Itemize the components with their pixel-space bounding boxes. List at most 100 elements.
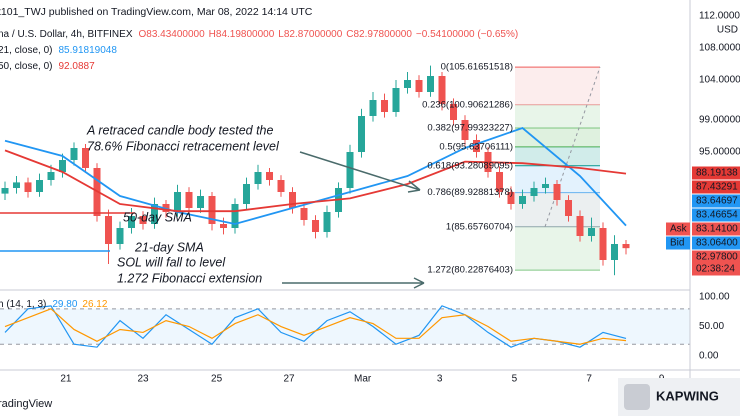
tag-label: Ask bbox=[670, 224, 688, 235]
badge: KAPWING bbox=[656, 388, 719, 403]
y-tick-label: 95.00000 bbox=[699, 147, 740, 158]
candle-body bbox=[139, 216, 147, 224]
fib-trend bbox=[544, 66, 601, 227]
plot bbox=[0, 65, 690, 348]
annotation: 1.272 Fibonacci extension bbox=[117, 271, 262, 285]
candle-body bbox=[105, 216, 113, 244]
candle-body bbox=[47, 172, 55, 180]
candle-body bbox=[507, 192, 515, 204]
candle-body bbox=[450, 104, 458, 120]
candle-body bbox=[151, 204, 159, 224]
price-tag-bg bbox=[692, 208, 740, 222]
candle-body bbox=[519, 196, 527, 204]
y-tick-label: 0.00 bbox=[699, 351, 719, 362]
x-tick-label: 27 bbox=[283, 374, 295, 385]
y-tick-label: 99.00000 bbox=[699, 115, 740, 126]
x-tick-label: 3 bbox=[437, 374, 443, 385]
candle-body bbox=[346, 152, 354, 188]
arrow bbox=[299, 151, 421, 193]
price-tag: 83.64697 bbox=[696, 196, 738, 207]
candle-body bbox=[404, 80, 412, 88]
x-tick-label: 25 bbox=[211, 374, 223, 385]
annotation: 50-day SMA bbox=[123, 210, 192, 224]
ohlc: C82.97800000 bbox=[346, 29, 412, 40]
fib-band bbox=[515, 226, 600, 271]
price-tag: 02:38:24 bbox=[696, 264, 735, 275]
price-tag-bg bbox=[692, 262, 740, 276]
price-tag: 82.97800 bbox=[696, 252, 738, 263]
tag-bg bbox=[666, 222, 690, 236]
y-tick-label: 100.00 bbox=[699, 292, 730, 303]
x-tick-label: 5 bbox=[512, 374, 518, 385]
unit-label: USD bbox=[717, 25, 738, 36]
candle-body bbox=[611, 244, 619, 260]
candle-body bbox=[59, 160, 67, 172]
candle-body bbox=[427, 76, 435, 92]
fib-label: 1.272(80.22876403) bbox=[427, 265, 513, 276]
candle-body bbox=[588, 228, 596, 236]
candle-body bbox=[13, 182, 21, 188]
fib-label: 0(105.61651518) bbox=[441, 62, 513, 73]
ohlc: H84.19800000 bbox=[209, 29, 275, 40]
y-tick-label: 104.00000 bbox=[699, 75, 740, 86]
ma-name: 21, close, 0) bbox=[0, 45, 52, 56]
fib-label: 0.618(93.28089095) bbox=[427, 160, 513, 171]
symbol: na / U.S. Dollar, 4h, BITFINEX bbox=[0, 29, 133, 40]
price-tag-bg bbox=[692, 222, 740, 236]
candle-body bbox=[381, 100, 389, 112]
candle-body bbox=[438, 76, 446, 104]
ma-name: 50, close, 0) bbox=[0, 61, 52, 72]
ma-legend: 21, close, 0) 85.91819048 bbox=[0, 45, 117, 56]
price-tag: 87.43291 bbox=[696, 182, 738, 193]
x-tick-label: Mar bbox=[354, 374, 372, 385]
candle-body bbox=[231, 204, 239, 228]
annotation: A retraced candle body tested the bbox=[86, 123, 274, 137]
candle-body bbox=[243, 184, 251, 204]
price-tag: 83.14100 bbox=[696, 224, 738, 235]
ohlc: −0.54100000 (−0.65%) bbox=[416, 29, 518, 40]
tag-bg bbox=[666, 236, 690, 250]
x-tick-label: 23 bbox=[137, 374, 149, 385]
candle-body bbox=[300, 208, 308, 220]
arrow bbox=[282, 277, 425, 289]
candle-body bbox=[220, 224, 228, 228]
candle-body bbox=[24, 182, 32, 192]
candle-body bbox=[553, 184, 561, 200]
y-tick-label: 112.00000 bbox=[699, 11, 740, 22]
candle-body bbox=[496, 172, 504, 192]
price-tag-bg bbox=[692, 194, 740, 208]
stoch-name: h (14, 1, 3) bbox=[0, 299, 46, 310]
candle-body bbox=[565, 200, 573, 216]
candle-body bbox=[473, 140, 481, 152]
x-tick-label: 7 bbox=[586, 374, 592, 385]
price-tag-bg bbox=[692, 166, 740, 180]
candle-body bbox=[358, 116, 366, 152]
candle-body bbox=[312, 220, 320, 232]
stoch-line bbox=[4, 308, 627, 345]
ma-legend: 50, close, 0) 92.0887 bbox=[0, 61, 95, 72]
candle-body bbox=[392, 88, 400, 112]
fib-label: 1(85.65760704) bbox=[446, 221, 513, 232]
candle-body bbox=[542, 184, 550, 188]
x-tick-label: 21 bbox=[60, 374, 72, 385]
candle-body bbox=[1, 188, 9, 194]
candle-body bbox=[576, 216, 584, 236]
publish-line: t101_TWJ published on TradingView.com, M… bbox=[0, 6, 313, 18]
price-tag: 88.19138 bbox=[696, 168, 738, 179]
symbol-legend: na / U.S. Dollar, 4h, BITFINEX O83.434000… bbox=[0, 29, 518, 40]
annotation: SOL will fall to level bbox=[117, 255, 226, 269]
annotation: 21-day SMA bbox=[134, 240, 204, 254]
price-tag-bg bbox=[692, 180, 740, 194]
candle-body bbox=[185, 192, 193, 208]
ma-value: 85.91819048 bbox=[58, 45, 117, 56]
candle-body bbox=[369, 100, 377, 116]
price-tag-bg bbox=[692, 250, 740, 264]
candle-body bbox=[530, 188, 538, 196]
candle-body bbox=[197, 196, 205, 208]
ohlc: O83.43400000 bbox=[139, 29, 206, 40]
candle-body bbox=[254, 172, 262, 184]
candle-body bbox=[116, 228, 124, 244]
ohlc: L82.87000000 bbox=[278, 29, 342, 40]
